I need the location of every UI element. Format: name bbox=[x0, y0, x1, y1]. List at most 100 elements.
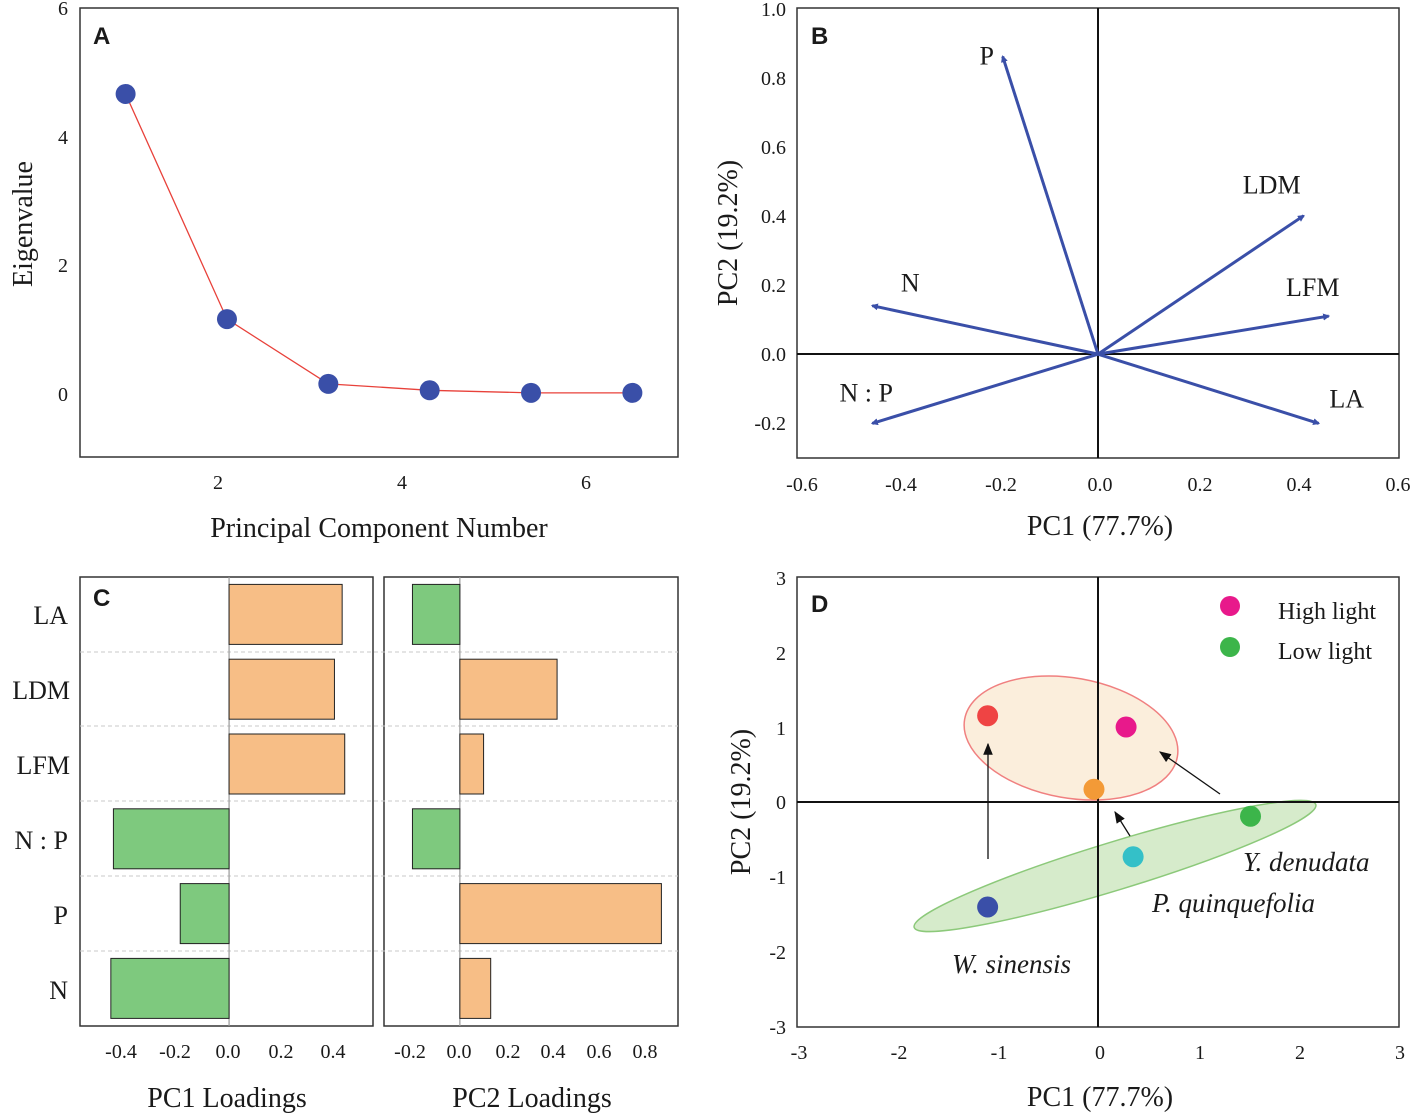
legend-swatch-high-light bbox=[1220, 596, 1240, 616]
x-tick: -0.4 bbox=[105, 1041, 137, 1063]
x-tick: 0 bbox=[1095, 1042, 1105, 1064]
eigenvalue-point bbox=[115, 83, 136, 104]
score-point bbox=[977, 705, 999, 727]
panel-c-separators bbox=[80, 651, 678, 952]
panel-c1-x-title: PC1 Loadings bbox=[147, 1083, 306, 1114]
legend-swatch-low-light bbox=[1220, 637, 1240, 657]
panel-d-legend: High light Low light bbox=[1220, 596, 1376, 665]
loading-vector bbox=[1097, 352, 1321, 426]
panel-d-letter: D bbox=[811, 591, 828, 618]
panel-a-y-title: Eigenvalue bbox=[8, 161, 39, 287]
y-tick: -3 bbox=[769, 1017, 786, 1039]
x-tick: -0.6 bbox=[786, 474, 818, 496]
vector-label: N : P bbox=[840, 378, 893, 407]
loading-bar bbox=[228, 583, 343, 645]
y-tick: -2 bbox=[769, 942, 786, 964]
x-tick: 0.2 bbox=[269, 1041, 294, 1063]
category-label: N : P bbox=[15, 826, 68, 855]
panel-d-y-title: PC2 (19.2%) bbox=[726, 729, 757, 875]
panel-c-categories: LA LDM LFM N : P P N bbox=[12, 601, 70, 1005]
y-tick: 1.0 bbox=[761, 0, 786, 21]
y-tick: 0.4 bbox=[761, 206, 786, 228]
loading-vector bbox=[870, 352, 1099, 426]
legend-label: Low light bbox=[1278, 639, 1372, 665]
eigenvalue-point bbox=[419, 380, 440, 401]
y-tick: 4 bbox=[58, 127, 68, 149]
category-label: LDM bbox=[12, 676, 70, 705]
panel-d: D High light Low light Y. denudata P. qu… bbox=[726, 568, 1405, 1113]
eigenvalue-point bbox=[521, 382, 542, 403]
scree-line bbox=[125, 93, 633, 394]
x-tick: 0.8 bbox=[633, 1041, 658, 1063]
loading-vector bbox=[870, 303, 1099, 356]
y-tick: 0.8 bbox=[761, 68, 786, 90]
score-point bbox=[1240, 805, 1262, 827]
category-label: LFM bbox=[17, 751, 70, 780]
category-label: LA bbox=[33, 601, 68, 630]
x-tick: 3 bbox=[1395, 1042, 1405, 1064]
panel-b-y-title: PC2 (19.2%) bbox=[713, 160, 744, 306]
high-light-ellipse bbox=[963, 675, 1179, 801]
loading-bar bbox=[228, 733, 346, 795]
x-tick: 0.4 bbox=[541, 1041, 566, 1063]
category-label: N bbox=[49, 976, 68, 1005]
panel-a-x-title: Principal Component Number bbox=[210, 513, 548, 544]
loading-bar bbox=[228, 658, 335, 720]
vector-label: LA bbox=[1329, 384, 1364, 413]
species-label: W. sinensis bbox=[952, 949, 1071, 979]
y-tick: 0 bbox=[58, 384, 68, 406]
vector-label: LFM bbox=[1286, 273, 1339, 302]
loading-bar bbox=[459, 733, 485, 795]
loading-bar bbox=[459, 957, 492, 1019]
panel-c: C LA LDM LFM N : P P N -0.4 -0.2 0.0 0.2… bbox=[12, 576, 679, 1114]
species-label: Y. denudata bbox=[1243, 847, 1370, 877]
y-tick: 0.0 bbox=[761, 344, 786, 366]
panel-a-x-ticks: 2 4 6 bbox=[213, 472, 591, 494]
x-tick: 4 bbox=[397, 472, 407, 494]
loading-vector bbox=[1097, 214, 1305, 356]
panel-a-y-ticks: 6 4 2 0 bbox=[58, 0, 68, 406]
low-light-ellipse bbox=[913, 799, 1317, 933]
loading-vector bbox=[1097, 313, 1331, 356]
x-tick: 0.6 bbox=[1386, 474, 1411, 496]
loading-bar bbox=[112, 808, 230, 870]
loading-bar bbox=[459, 658, 558, 720]
y-tick: 0 bbox=[776, 792, 786, 814]
x-tick: -0.2 bbox=[985, 474, 1017, 496]
loading-bar bbox=[411, 583, 461, 645]
shift-arrow bbox=[1114, 810, 1131, 837]
x-tick: -0.4 bbox=[885, 474, 917, 496]
panel-b-x-title: PC1 (77.7%) bbox=[1027, 511, 1173, 542]
score-point bbox=[977, 896, 999, 918]
panel-c2-x-ticks: -0.2 0.0 0.2 0.4 0.6 0.8 bbox=[394, 1041, 657, 1063]
panel-c2-x-title: PC2 Loadings bbox=[452, 1083, 611, 1114]
x-tick: -0.2 bbox=[394, 1041, 426, 1063]
y-tick: 2 bbox=[776, 643, 786, 665]
y-tick: 1 bbox=[776, 718, 786, 740]
x-tick: -2 bbox=[891, 1042, 908, 1064]
vector-label: P bbox=[979, 41, 993, 70]
loading-bar bbox=[411, 808, 461, 870]
panel-a: A 2 4 6 6 4 2 0 Principal Component Numb… bbox=[8, 0, 679, 544]
score-point bbox=[1115, 716, 1137, 738]
x-tick: 0.0 bbox=[216, 1041, 241, 1063]
x-tick: 6 bbox=[581, 472, 591, 494]
panel-d-x-title: PC1 (77.7%) bbox=[1027, 1082, 1173, 1113]
x-tick: -1 bbox=[991, 1042, 1008, 1064]
eigenvalue-point bbox=[622, 382, 643, 403]
y-tick: -1 bbox=[769, 867, 786, 889]
x-tick: -0.2 bbox=[159, 1041, 191, 1063]
y-tick: 3 bbox=[776, 568, 786, 590]
x-tick: 0.0 bbox=[447, 1041, 472, 1063]
category-label: P bbox=[54, 901, 68, 930]
eigenvalue-point bbox=[216, 309, 237, 330]
y-tick: 6 bbox=[58, 0, 68, 20]
loading-bar bbox=[459, 883, 662, 945]
x-tick: 0.6 bbox=[587, 1041, 612, 1063]
y-tick: 2 bbox=[58, 255, 68, 277]
x-tick: 0.4 bbox=[1287, 474, 1312, 496]
x-tick: 0.2 bbox=[1188, 474, 1213, 496]
panel-d-y-ticks: 3 2 1 0 -1 -2 -3 bbox=[769, 568, 786, 1039]
loading-bar bbox=[179, 883, 230, 945]
